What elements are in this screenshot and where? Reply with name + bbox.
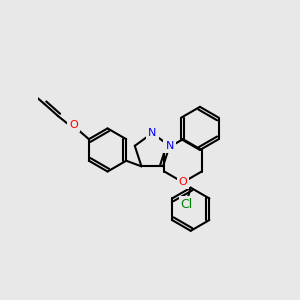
Text: O: O [178,177,188,187]
Text: N: N [166,141,174,151]
Text: N: N [148,128,156,138]
Text: O: O [69,120,78,130]
Text: Cl: Cl [181,198,193,211]
